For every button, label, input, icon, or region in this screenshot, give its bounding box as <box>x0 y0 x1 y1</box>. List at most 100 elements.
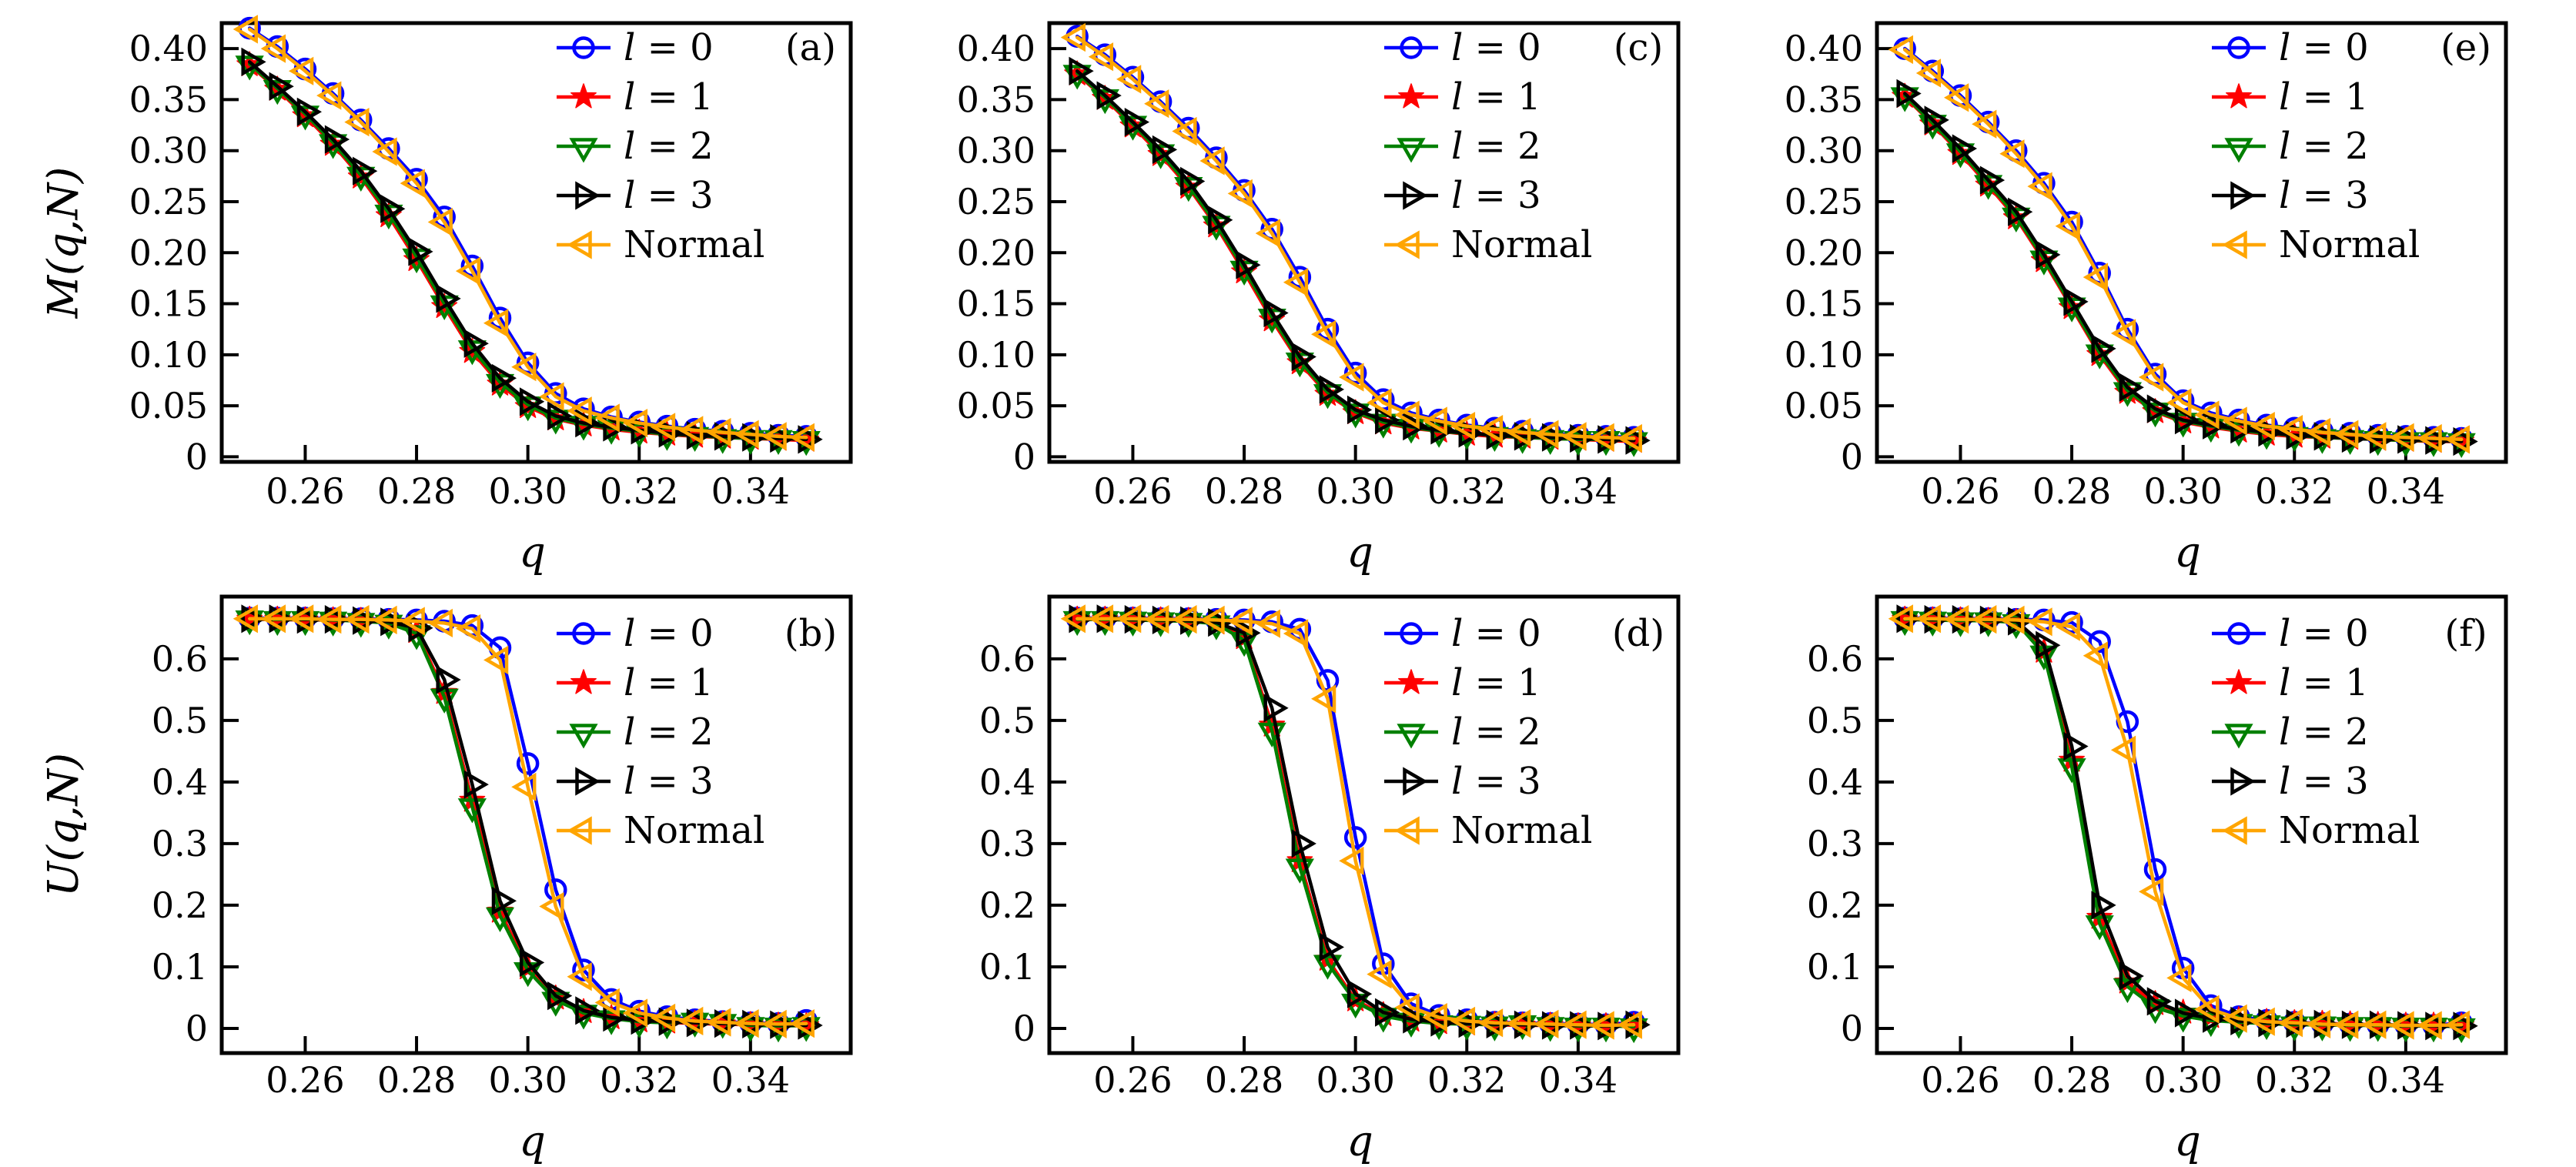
axes-d: 0.26 0.28 0.30 0.32 0.3400.10.20.30.40.50.6q… <box>39 594 1681 1165</box>
y-tick-label: 0.20 <box>129 232 208 273</box>
x-tick-label: 0.28 <box>377 470 456 512</box>
plot-border <box>1875 594 2508 1055</box>
x-tick-label: 0.28 <box>1205 470 1283 512</box>
y-tick-label: 0.10 <box>957 334 1035 376</box>
y-tick-label: 0 <box>1841 436 1863 477</box>
y-tick-label: 0.5 <box>1807 700 1863 741</box>
y-tick-label: 0.3 <box>152 823 208 864</box>
legend-label: l = 0 <box>1451 612 1541 655</box>
series-f-normal <box>1888 604 2470 1040</box>
x-tick-label: 0.34 <box>711 1059 790 1101</box>
x-tick-label: 0.28 <box>2032 1059 2111 1101</box>
x-tick-label: 0.34 <box>1539 470 1618 512</box>
legend-label: l = 3 <box>624 174 714 217</box>
axes-b: 0.26 0.28 0.30 0.32 0.34 0 0.1 0.2 0.3 0.4 0.5 0.6 q… <box>39 594 853 1165</box>
series-c-normal <box>1060 22 1642 453</box>
y-tick-label: 0.2 <box>152 884 208 926</box>
y-axis-label: U(q,N) <box>39 753 88 897</box>
x-tick-label: 0.30 <box>488 470 567 512</box>
x-tick-label: 0.34 <box>711 470 790 512</box>
x-tick-label: 0.32 <box>600 1059 678 1101</box>
panel-label-b: (b) <box>785 612 837 655</box>
legend-label: l = 1 <box>1451 661 1541 704</box>
legend-label: l = 3 <box>1451 174 1541 217</box>
legend-label: l = 3 <box>2279 760 2369 803</box>
series-line <box>1902 92 2464 443</box>
x-tick-label: 0.30 <box>1316 470 1394 512</box>
y-tick-label: 0.25 <box>1785 181 1863 222</box>
x-tick-label: 0.32 <box>2255 470 2333 512</box>
x-tick-label: 0.26 <box>1921 1059 1999 1101</box>
legend-label: l = 2 <box>1451 711 1541 754</box>
y-tick-label: 0.2 <box>979 884 1035 926</box>
x-tick-label: 0.34 <box>2367 1059 2445 1101</box>
legend-label: l = 1 <box>2279 661 2369 704</box>
x-tick-label: 0.26 <box>1093 1059 1172 1101</box>
y-tick-label: 0.10 <box>129 334 208 376</box>
x-axis-label: q <box>1347 528 1373 577</box>
plot-border <box>219 594 853 1055</box>
legend-label: l = 1 <box>624 75 714 119</box>
y-tick-label: 0.4 <box>1807 761 1863 803</box>
y-tick-label: 0.2 <box>1807 884 1863 926</box>
x-tick-label: 0.30 <box>2143 1059 2222 1101</box>
legend-label: l = 3 <box>624 760 714 803</box>
y-tick-label: 0.15 <box>957 283 1035 325</box>
legend-d: l = 0 l = 1 l = 2 l = 3 Normal <box>1384 612 1592 852</box>
legend-label: Normal <box>624 223 764 266</box>
legend-label: l = 0 <box>624 26 714 69</box>
y-tick-label: 0.30 <box>1785 130 1863 172</box>
panel-c: 0.26 0.28 0.30 0.32 0.34 0 0.05 0.10 0.15 0.20 0.2… <box>39 21 1681 577</box>
y-tick-label: 0 <box>186 1008 208 1049</box>
y-tick-label: 0.6 <box>1807 638 1863 680</box>
legend-label: l = 2 <box>624 125 714 168</box>
panel-label-a: (a) <box>785 26 836 69</box>
x-tick-label: 0.30 <box>488 1059 567 1101</box>
y-tick-label: 0 <box>1013 436 1035 477</box>
y-axis-label: M(q,N) <box>39 167 88 319</box>
panel-f: 0.26 0.28 0.30 0.32 0.3400.10.20.30.40.50.6q… <box>39 594 2508 1165</box>
panel-label-f: (f) <box>2444 612 2487 655</box>
y-tick-label: 0.35 <box>129 79 208 120</box>
y-tick-label: 0.40 <box>957 28 1035 69</box>
x-axis-label: q <box>519 1117 546 1165</box>
y-tick-label: 0.5 <box>152 700 208 741</box>
panel-label-d: (d) <box>1612 612 1664 655</box>
legend-label: l = 1 <box>2279 75 2369 119</box>
y-tick-label: 0.20 <box>957 232 1035 273</box>
legend-label: l = 3 <box>2279 174 2369 217</box>
x-tick-label: 0.30 <box>1316 1059 1394 1101</box>
y-tick-label: 0.15 <box>1785 283 1863 325</box>
x-tick-label: 0.28 <box>1205 1059 1283 1101</box>
legend-label: l = 2 <box>624 711 714 754</box>
x-tick-label: 0.34 <box>1539 1059 1618 1101</box>
legend-a: l = 0 l = 1 l = 2 l = 3 Normal <box>557 26 764 266</box>
legend-label: l = 2 <box>2279 711 2369 754</box>
x-axis-label: q <box>1347 1117 1373 1165</box>
x-tick-label: 0.32 <box>1427 1059 1506 1101</box>
legend-label: l = 0 <box>2279 26 2369 69</box>
y-tick-label: 0.30 <box>957 130 1035 172</box>
legend-label: Normal <box>1451 223 1592 266</box>
y-tick-label: 0.6 <box>979 638 1035 680</box>
series-d-normal <box>1060 604 1642 1040</box>
legend-e: l = 0 l = 1 l = 2 l = 3 Normal <box>2212 26 2420 266</box>
y-axis-label: U(q,N) <box>39 753 88 897</box>
series-e-l3 <box>1896 79 2478 456</box>
y-tick-label: 0.05 <box>129 385 208 426</box>
y-tick-label: 0.40 <box>129 28 208 69</box>
panel-label-e: (e) <box>2441 26 2491 69</box>
legend-label: l = 1 <box>624 661 714 704</box>
y-tick-label: 0.20 <box>1785 232 1863 273</box>
series-e-normal <box>1888 35 2470 454</box>
y-tick-label: 0.5 <box>979 700 1035 741</box>
axes-f: 0.26 0.28 0.30 0.32 0.3400.10.20.30.40.50.6q… <box>39 594 2508 1165</box>
series-line <box>1902 617 2464 1028</box>
panel-e: 0.26 0.28 0.30 0.32 0.34 0 0.05 0.10 0.15 0.20 0.2… <box>39 21 2508 577</box>
legend-b: l = 0 l = 1 l = 2 l = 3 Normal <box>557 612 764 852</box>
x-axis-label: q <box>2174 1117 2201 1165</box>
y-tick-label: 0.4 <box>152 761 208 803</box>
legend-label: l = 2 <box>2279 125 2369 168</box>
x-tick-label: 0.32 <box>1427 470 1506 512</box>
legend-label: l = 1 <box>1451 75 1541 119</box>
